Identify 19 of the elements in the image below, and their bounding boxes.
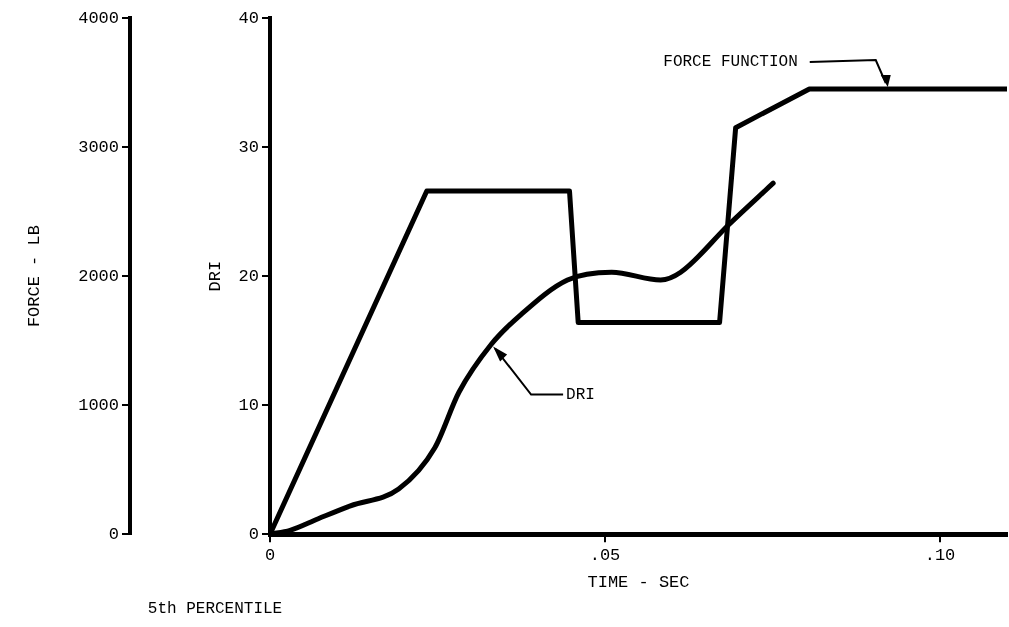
y-tick-label: 0 [108, 524, 119, 544]
y-tick-label: 3000 [78, 137, 119, 157]
y-axis-title: FORCE - LB [24, 225, 44, 328]
y-tick-label: 4000 [78, 8, 119, 28]
y2-axis-title: DRI [205, 260, 225, 292]
annotation: FORCE FUNCTION [663, 53, 798, 72]
y2-tick-label: 40 [238, 8, 259, 28]
x-tick-label: .05 [589, 545, 621, 565]
y2-tick-label: 20 [238, 266, 259, 286]
annotation: DRI [566, 385, 595, 404]
y-tick-label: 2000 [78, 266, 119, 286]
y2-tick-label: 10 [238, 395, 259, 415]
y2-tick-label: 0 [248, 524, 259, 544]
x-axis-title: TIME - SEC [587, 573, 690, 593]
y2-tick-label: 30 [238, 137, 259, 157]
x-tick-label: .10 [924, 545, 956, 565]
text: 5th PERCENTILE [147, 600, 283, 619]
x-tick-label: 0 [264, 545, 276, 565]
y-tick-label: 1000 [78, 395, 119, 415]
